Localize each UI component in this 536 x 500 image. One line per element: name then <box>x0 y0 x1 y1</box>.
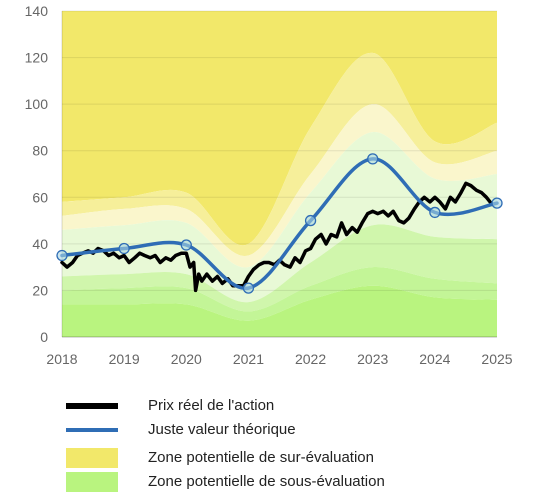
overvaluation-zone-outer <box>62 11 497 246</box>
price-line <box>60 181 494 293</box>
legend-over-swatch <box>66 448 118 468</box>
chart-area: 0 20 40 60 80 100 120 140 2018 2019 2020 2021 2022 20… <box>25 3 513 367</box>
y-tick-label: 100 <box>25 96 49 112</box>
y-tick-label: 20 <box>32 282 48 298</box>
x-tick-label: 2024 <box>419 351 450 367</box>
fair-value-point <box>304 214 317 227</box>
legend-over-label: Zone potentielle de sur-évaluation <box>148 449 374 466</box>
legend-fair-value-swatch <box>66 428 118 432</box>
legend-item-over: Zone potentielle de sur-évaluation <box>66 446 526 470</box>
fair-value-point <box>367 153 379 165</box>
x-tick-label: 2020 <box>171 351 202 367</box>
y-tick-label: 0 <box>40 329 48 345</box>
legend-under-swatch <box>66 472 118 492</box>
legend-price-swatch <box>66 403 118 409</box>
fair-value-point <box>242 282 255 294</box>
overvaluation-zone-mid <box>62 52 497 257</box>
fair-value-point <box>180 239 192 251</box>
x-tick-label: 2019 <box>109 351 140 367</box>
y-tick-label: 140 <box>25 3 49 19</box>
legend-fair-value-label: Juste valeur théorique <box>148 421 296 438</box>
overvaluation-zone-inner <box>62 104 497 268</box>
legend-under-label: Zone potentielle de sous-évaluation <box>148 473 385 490</box>
fair-value-point <box>118 242 130 255</box>
legend-item-under: Zone potentielle de sous-évaluation <box>66 470 526 494</box>
fair-value-point <box>491 197 503 209</box>
y-tick-label: 120 <box>25 50 49 66</box>
fair-value-point <box>56 249 68 262</box>
legend-item-price: Prix réel de l'action <box>66 394 526 418</box>
legend-item-fair-value: Juste valeur théorique <box>66 418 526 442</box>
x-tick-label: 2022 <box>295 351 326 367</box>
valuation-chart: 0 20 40 60 80 100 120 140 2018 2019 2020 2021 2022 20… <box>25 3 513 367</box>
undervaluation-zone-inner <box>62 224 497 312</box>
undervaluation-zone-outer <box>62 285 497 337</box>
legend-price-label: Prix réel de l'action <box>148 397 275 414</box>
y-tick-label: 40 <box>32 236 48 252</box>
x-tick-label: 2023 <box>357 351 388 367</box>
fair-value-line <box>60 157 499 290</box>
y-tick-label: 80 <box>32 143 48 159</box>
x-tick-label: 2018 <box>46 351 77 367</box>
legend: Prix réel de l'action Juste valeur théor… <box>0 380 536 500</box>
x-tick-label: 2021 <box>233 351 264 367</box>
y-tick-label: 60 <box>32 189 48 205</box>
fair-value-point <box>429 206 441 219</box>
undervaluation-zone-mid <box>62 267 497 321</box>
x-tick-label: 2025 <box>481 351 512 367</box>
